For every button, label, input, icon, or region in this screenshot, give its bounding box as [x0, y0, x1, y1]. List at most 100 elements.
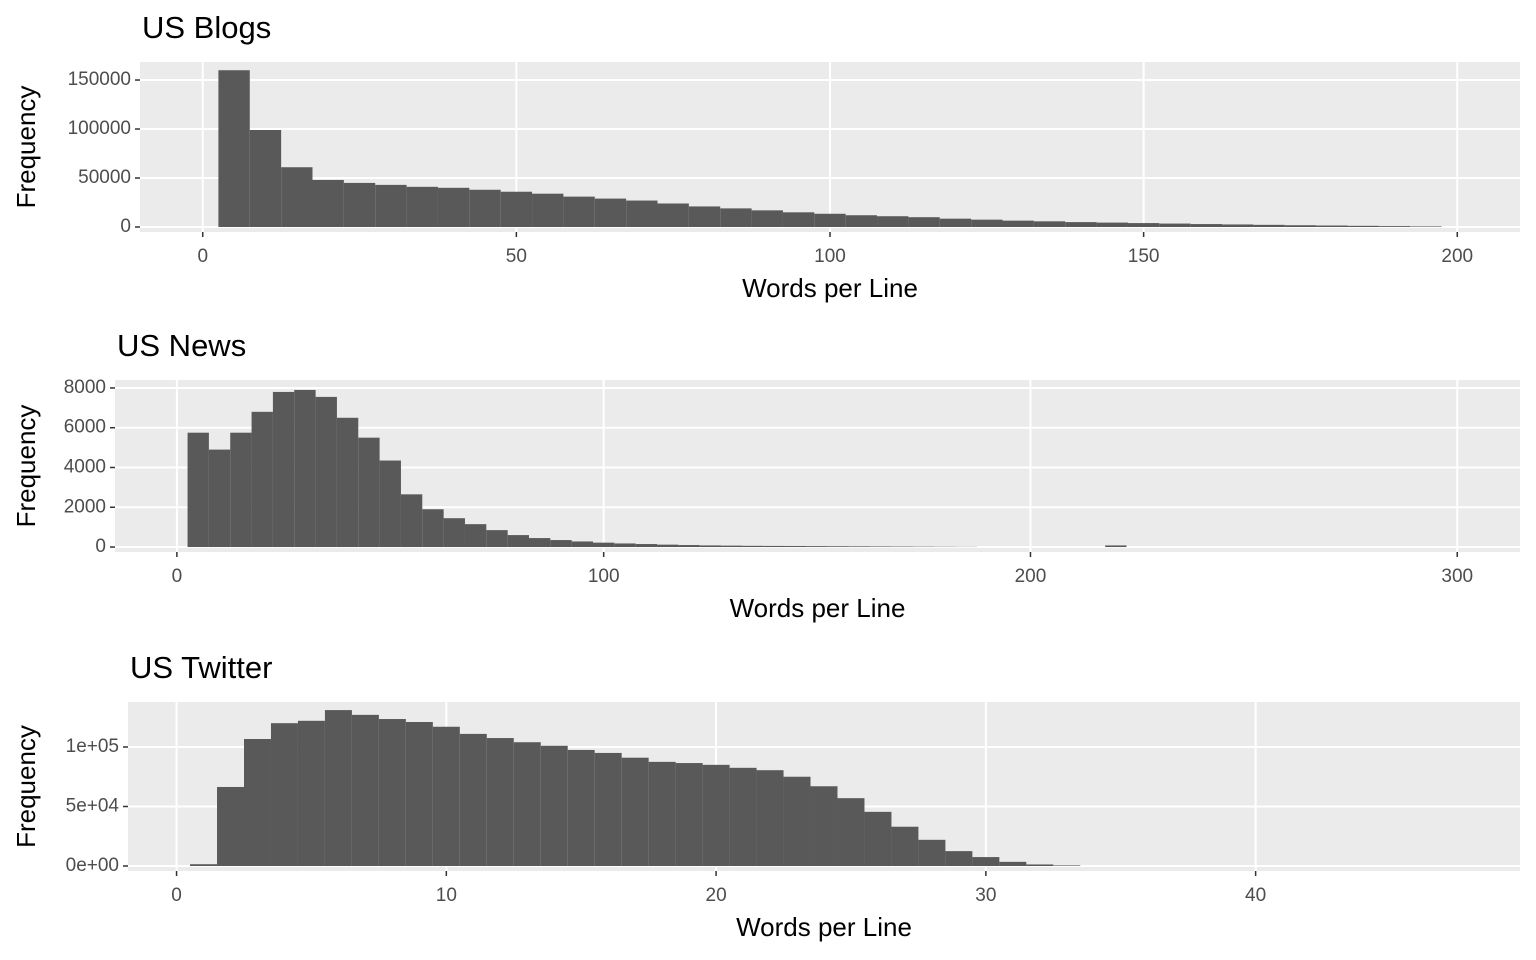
- histogram-bar: [1253, 224, 1285, 228]
- histogram-bar: [405, 721, 433, 867]
- histogram-bar: [891, 826, 919, 867]
- x-axis-title: Words per Line: [742, 273, 918, 303]
- histogram-bar: [626, 200, 658, 228]
- histogram-bar: [187, 432, 209, 548]
- histogram-bar: [507, 535, 529, 548]
- histogram-bar: [540, 745, 568, 867]
- y-axis-title: Frequency: [11, 405, 41, 528]
- x-tick-label: 40: [1245, 885, 1266, 906]
- histogram-bar: [251, 411, 273, 548]
- histogram-bar: [635, 544, 658, 548]
- histogram-bar: [972, 857, 1000, 867]
- histogram-bar: [532, 193, 564, 228]
- histogram-bar: [1378, 226, 1411, 228]
- histogram-bar: [432, 726, 460, 867]
- histogram-bar: [208, 449, 231, 548]
- histogram-bar: [870, 546, 892, 548]
- x-tick-label: 150: [1128, 246, 1160, 267]
- histogram-bar: [217, 786, 244, 867]
- histogram-bar: [190, 864, 218, 867]
- histogram-bar: [877, 216, 909, 228]
- histogram-bar: [343, 182, 376, 228]
- histogram-bar: [567, 749, 595, 867]
- histogram-bar: [400, 494, 423, 548]
- y-tick-label: 1e+05: [66, 736, 119, 757]
- histogram-bar: [864, 811, 892, 867]
- histogram-bar: [782, 212, 815, 228]
- histogram-bar: [729, 767, 757, 867]
- histogram-bar: [688, 206, 721, 228]
- x-tick-label: 0: [171, 885, 182, 906]
- x-axis-title: Words per Line: [730, 593, 906, 623]
- histogram-bar: [845, 215, 878, 228]
- y-tick-label: 50000: [78, 167, 131, 188]
- histogram-bar: [563, 196, 595, 228]
- histogram-bar: [379, 460, 401, 548]
- histogram-bar: [810, 786, 838, 867]
- histogram-bar: [378, 719, 406, 867]
- histogram-bar: [999, 861, 1027, 867]
- histogram-bar: [312, 179, 344, 228]
- histogram-bar: [550, 540, 572, 548]
- histogram-bar: [814, 213, 846, 228]
- histogram-bar: [785, 546, 807, 548]
- x-tick-label: 0: [197, 246, 208, 267]
- histogram-bar: [1053, 865, 1081, 867]
- histogram-bar: [336, 417, 359, 548]
- y-tick-label: 100000: [68, 118, 131, 139]
- histogram-bar: [678, 545, 700, 548]
- histogram-bar: [281, 167, 313, 228]
- histogram-bar: [763, 545, 786, 548]
- histogram-bar: [908, 217, 940, 228]
- panel: US News Frequency Words per Line 0 2000 4000 6…: [11, 328, 1520, 623]
- x-tick-label: 200: [1441, 246, 1473, 267]
- y-axis-title: Frequency: [11, 86, 41, 209]
- histogram-bar: [469, 189, 501, 228]
- histogram-bar: [721, 545, 743, 548]
- histogram-bar: [249, 130, 282, 228]
- histogram-bar: [513, 742, 541, 867]
- histogram-bar: [837, 798, 865, 867]
- y-tick-label: 6000: [64, 417, 106, 438]
- y-axis-title: Frequency: [11, 725, 41, 848]
- histogram-bar: [621, 757, 649, 867]
- histogram-bar: [528, 538, 551, 548]
- histogram-bar: [657, 203, 689, 228]
- histogram-bar: [1002, 220, 1034, 228]
- x-axis-title: Words per Line: [736, 912, 912, 942]
- histogram-bar: [702, 764, 730, 867]
- histogram-bar: [294, 389, 316, 548]
- x-tick-label: 0: [172, 566, 183, 587]
- histogram-bar: [324, 710, 352, 867]
- histogram-bar: [783, 776, 811, 867]
- histogram-bar: [1347, 225, 1379, 228]
- histogram-bar: [594, 198, 627, 228]
- histogram-bar: [437, 187, 470, 228]
- histogram-bar: [657, 544, 679, 548]
- histogram-bar: [648, 761, 676, 867]
- histogram-bar: [918, 839, 946, 867]
- panel-title: US News: [117, 328, 246, 363]
- histogram-bar: [1410, 226, 1442, 228]
- panel: US Blogs Frequency Words per Line 0 50000 100…: [11, 10, 1520, 303]
- histogram-bar: [443, 518, 465, 548]
- histogram-bar: [358, 437, 380, 548]
- histogram-bar: [1033, 221, 1066, 228]
- histogram-bar: [827, 546, 850, 548]
- histogram-bar: [422, 509, 444, 548]
- histogram-bar: [230, 432, 252, 548]
- x-tick-label: 300: [1441, 566, 1473, 587]
- histogram-bar: [464, 524, 487, 548]
- y-tick-label: 4000: [64, 457, 106, 478]
- histogram-bar: [1065, 222, 1097, 228]
- panel-title: US Blogs: [142, 10, 271, 45]
- x-tick-label: 20: [706, 885, 727, 906]
- histogram-bar: [742, 545, 764, 548]
- y-tick-label: 8000: [64, 377, 106, 398]
- y-tick-label: 0: [120, 216, 131, 237]
- histogram-bar: [945, 851, 973, 867]
- y-tick-label: 2000: [64, 496, 106, 517]
- histogram-bar: [406, 186, 438, 228]
- histogram-bar: [486, 738, 514, 867]
- histogram-bar: [1026, 864, 1054, 867]
